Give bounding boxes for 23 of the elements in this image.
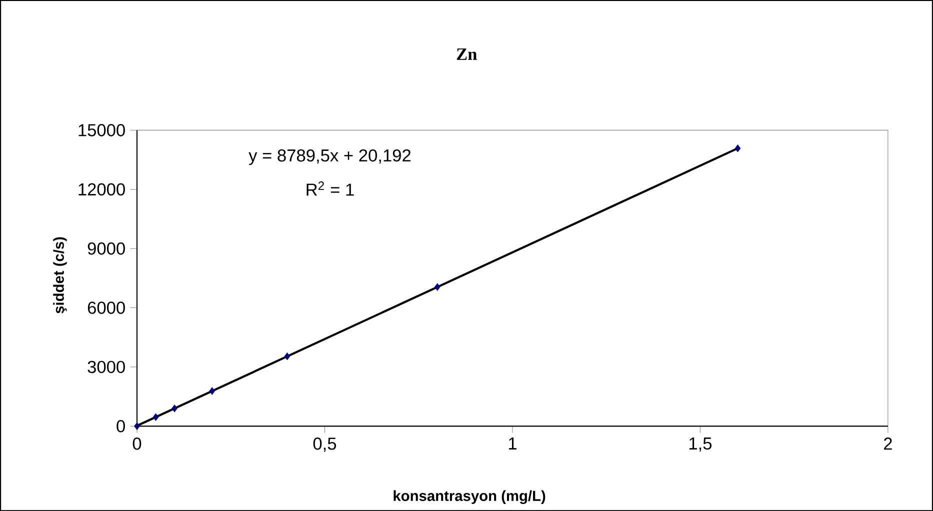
point [152, 413, 159, 421]
x-axis-title: konsantrasyon (mg/L) [394, 490, 546, 504]
x-tick-label: 0,5 [313, 437, 336, 452]
y-tick-label: 15000 [78, 124, 125, 136]
annotation: R$^{2}$ = 1 [306, 181, 354, 196]
point [172, 404, 178, 412]
x-tick-label: 0 [132, 437, 142, 450]
point [209, 387, 215, 395]
y-axis-title: şiddet (c/s) [53, 237, 67, 314]
y-tick-label: 0 [116, 420, 125, 432]
y-tick-label: 12000 [78, 183, 125, 196]
y-tick-label: 3000 [88, 360, 125, 374]
annotation: y = 8789,5x + 20,192 [248, 149, 411, 165]
y-tick-label: 9000 [88, 242, 125, 255]
point [734, 144, 741, 152]
point [284, 352, 290, 360]
y-tick-label: 6000 [88, 302, 125, 314]
point [134, 422, 140, 430]
point [434, 283, 440, 291]
x-tick-label: 1 [508, 437, 516, 450]
x-tick-label: 1,5 [689, 437, 712, 452]
chart-title: Zn [456, 48, 477, 60]
x-tick-label: 2 [884, 437, 892, 450]
